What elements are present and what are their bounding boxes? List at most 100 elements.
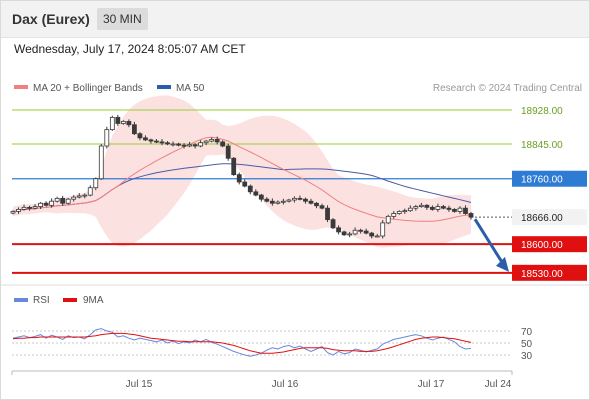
candle-body [396, 211, 402, 214]
level-lines: 18928.00 18845.00 18760.00 18666.00 18600.00… [12, 106, 587, 281]
candle-body [43, 202, 49, 206]
candle-body [314, 202, 319, 207]
candle-body [176, 143, 181, 146]
candle-body [269, 200, 275, 204]
rsi-ma-legend-swatch [63, 298, 77, 302]
ma20-legend-label: MA 20 + Bollinger Bands [33, 83, 143, 94]
candle-body [21, 206, 27, 210]
candle-body [143, 137, 148, 141]
candle-body [441, 206, 446, 209]
candle-body [159, 141, 165, 144]
candle-body [363, 230, 369, 234]
rsi-lines [12, 328, 472, 357]
rsi-ma-legend-label: 9MA [83, 295, 104, 306]
candle-body [148, 139, 154, 142]
candle-body [32, 206, 38, 209]
candle-body [181, 144, 187, 147]
candle-body [280, 200, 286, 203]
rsi-line [12, 328, 472, 357]
support-label: 18530.00 [521, 269, 563, 280]
candle-body [407, 207, 413, 212]
candle-body [203, 140, 209, 144]
candle-body [275, 201, 281, 204]
candle-body [49, 200, 55, 206]
timeframe-button[interactable]: 30 MIN [97, 8, 148, 30]
candle-body [87, 187, 93, 196]
legend: MA 20 + Bollinger Bands MA 50 Research ©… [14, 83, 582, 94]
candle-body [352, 229, 358, 235]
candle-body [220, 141, 226, 147]
candle-body [165, 142, 170, 145]
candle-body [308, 200, 314, 204]
candle-body [468, 213, 474, 218]
candle-body [402, 210, 408, 213]
rsi-legend: RSI 9MA [14, 295, 104, 306]
candle-body [198, 142, 204, 147]
candle-body [286, 199, 292, 202]
candle-body [225, 145, 231, 159]
candle-body [358, 229, 364, 232]
rsi-level-label: 50 [521, 339, 533, 350]
ma20-line [12, 136, 472, 222]
x-tick-label: Jul 15 [126, 379, 153, 390]
candle-body [341, 231, 347, 236]
candle-body [10, 211, 16, 214]
chart-header: Dax (Eurex) 30 MIN [1, 1, 589, 38]
candles [10, 114, 474, 239]
candle-body [247, 185, 253, 193]
candle-body [369, 232, 375, 237]
x-axis: Jul 15 Jul 16 Jul 17 Jul 24 [126, 379, 512, 390]
symbol-title: Dax (Eurex) [12, 11, 90, 27]
x-tick-label: Jul 17 [418, 379, 445, 390]
candle-body [264, 198, 270, 202]
candle-body [292, 197, 297, 201]
candle-body [374, 235, 380, 238]
candle-body [330, 219, 336, 229]
candle-body [131, 124, 137, 135]
bollinger-bands [13, 95, 471, 248]
candle-body [303, 198, 308, 202]
candle-body [231, 157, 237, 176]
candle-body [452, 209, 457, 212]
candle-body [38, 202, 43, 207]
candle-body [253, 191, 259, 196]
ma20-legend-swatch [14, 85, 28, 89]
candle-body [192, 144, 198, 147]
candle-body [115, 116, 121, 124]
candle-body [429, 206, 435, 210]
support-label-box [512, 264, 587, 281]
forecast-arrow [473, 218, 509, 272]
candle-body [325, 207, 330, 221]
candle-body [98, 145, 104, 180]
candle-body [463, 207, 468, 214]
forecast-arrow-shaft [473, 218, 505, 265]
candle-body [380, 222, 386, 237]
candle-body [391, 213, 397, 217]
candle-body [319, 205, 325, 209]
candle-body [446, 207, 452, 210]
candle-body [385, 215, 391, 224]
candle-body [137, 133, 143, 139]
candle-body [209, 139, 215, 142]
candle-body [336, 227, 341, 233]
candle-body [236, 174, 242, 183]
rsi-ma-line [12, 332, 472, 354]
candle-body [154, 140, 159, 143]
candle-body [187, 144, 192, 147]
timestamp: Wednesday, July 17, 2024 8:05:07 AM CET [14, 42, 246, 56]
ma50-legend-label: MA 50 [176, 83, 205, 94]
last-price-label-box [512, 209, 587, 226]
bollinger-band-area [13, 95, 471, 248]
candle-body [65, 198, 71, 204]
candle-body [435, 206, 441, 210]
support-label: 18600.00 [521, 240, 563, 251]
credit-text: Research © 2024 Trading Central [433, 83, 582, 94]
resistance-label: 18928.00 [521, 106, 563, 117]
candle-body [76, 195, 82, 198]
resistance-label: 18845.00 [521, 140, 563, 151]
candle-body [120, 121, 126, 124]
candle-body [297, 197, 303, 200]
candle-body [413, 206, 419, 209]
candle-body [93, 178, 99, 189]
